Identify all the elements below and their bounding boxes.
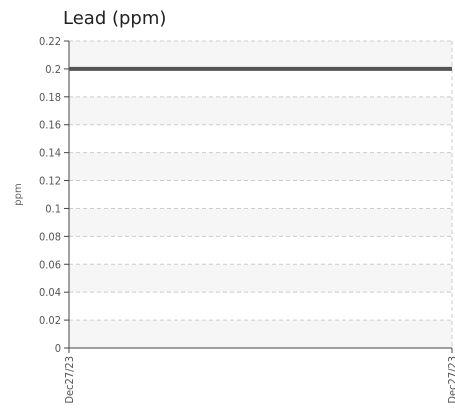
plot-band bbox=[69, 180, 452, 209]
y-tick-label: 0.02 bbox=[39, 314, 61, 327]
y-axis-label: ppm bbox=[13, 183, 24, 205]
plot-band bbox=[69, 264, 452, 293]
x-tick-labels: Dec27/23 Dec27/23 bbox=[63, 356, 455, 404]
plot-band bbox=[69, 96, 452, 125]
y-tick-label: 0 bbox=[55, 342, 61, 355]
y-tick-label: 0.12 bbox=[39, 175, 61, 188]
y-tick-labels: 0 0.02 0.04 0.06 0.08 0.1 0.12 0.14 0.16 0.18 0.2 0… bbox=[39, 35, 61, 355]
plot-band bbox=[69, 152, 452, 181]
y-tick-label: 0.1 bbox=[45, 202, 61, 215]
y-tick-label: 0.06 bbox=[39, 258, 61, 271]
plot-bands bbox=[69, 41, 452, 348]
plot-band bbox=[69, 292, 452, 321]
y-tick-label: 0.14 bbox=[39, 147, 61, 160]
x-tick-label: Dec27/23 bbox=[63, 356, 76, 404]
grid-lines bbox=[69, 40, 453, 348]
plot-band bbox=[69, 320, 452, 348]
plot-band bbox=[69, 236, 452, 265]
y-tick-label: 0.2 bbox=[45, 63, 61, 76]
y-tick-label: 0.16 bbox=[39, 119, 61, 132]
plot-band bbox=[69, 68, 452, 97]
x-tick-label: Dec27/23 bbox=[446, 356, 455, 404]
plot-band bbox=[69, 208, 452, 237]
y-tick-label: 0.08 bbox=[39, 230, 61, 243]
y-tick-label: 0.04 bbox=[39, 286, 61, 299]
axes bbox=[64, 40, 453, 353]
chart-title: Lead (ppm) bbox=[63, 8, 167, 29]
plot-band bbox=[69, 124, 452, 153]
plot-band bbox=[69, 41, 452, 69]
y-tick-label: 0.18 bbox=[39, 91, 61, 104]
y-tick-label: 0.22 bbox=[39, 35, 61, 48]
